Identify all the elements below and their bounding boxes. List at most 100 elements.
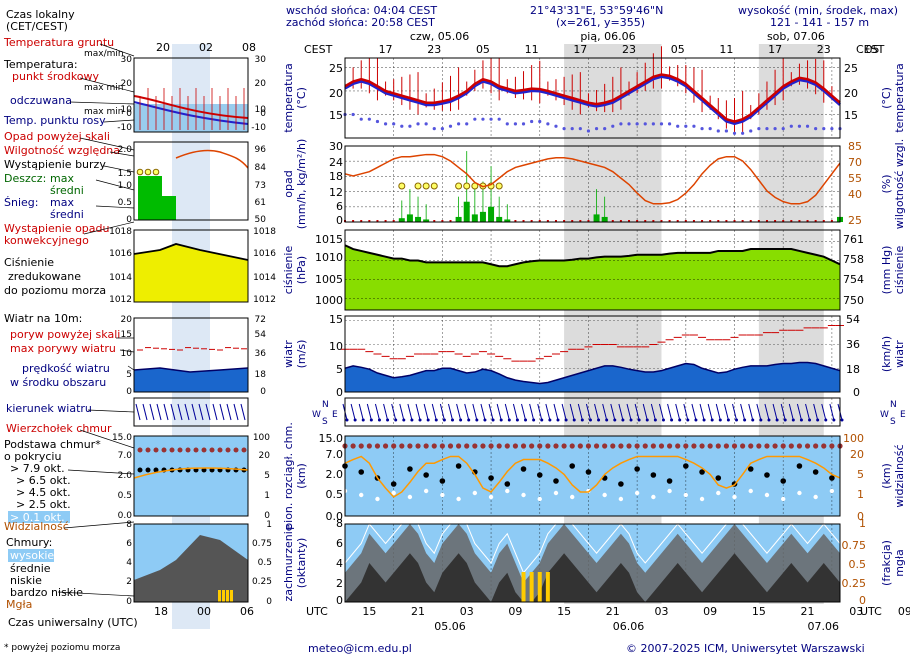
cloud-top-dot bbox=[512, 443, 519, 449]
hour-top-label: 05 bbox=[671, 43, 685, 56]
wind-arrow-head bbox=[548, 418, 552, 422]
left-hour-bottom: 00 bbox=[197, 605, 211, 618]
humidity-tick: 25 bbox=[848, 214, 862, 227]
storm-mark bbox=[495, 182, 503, 190]
dew-point-dot bbox=[408, 124, 412, 128]
cloud-top-dot bbox=[658, 443, 665, 449]
left-temp-tick-r: 20 bbox=[255, 79, 267, 89]
cloud-axis-title: pion. rozciągł. chm. bbox=[282, 422, 295, 530]
visibility-line bbox=[344, 455, 841, 498]
legend-pointer bbox=[69, 101, 135, 105]
wind-arrow-head bbox=[491, 418, 495, 422]
left-hour-top: 20 bbox=[156, 41, 170, 54]
legend-temp-maxmin: max min bbox=[84, 83, 123, 93]
cloud-top-dot bbox=[415, 443, 421, 449]
wind-arrow-head bbox=[824, 418, 828, 422]
precip-tick: 0 bbox=[336, 214, 343, 227]
wind-arrow-head bbox=[580, 418, 584, 422]
precip-zero-mark bbox=[644, 220, 647, 222]
left-wind-arrow bbox=[149, 403, 155, 421]
wind-arrow bbox=[383, 403, 389, 421]
precip-zero-mark bbox=[749, 220, 752, 222]
temp-tick: 15 bbox=[329, 109, 343, 122]
felt-temp-line bbox=[344, 74, 841, 126]
cloud-top-dot bbox=[634, 443, 640, 449]
legend-dew: Temp. punktu rosy bbox=[3, 114, 106, 127]
cloud-top-dot bbox=[707, 443, 713, 449]
fog-tick: 1 bbox=[859, 517, 866, 530]
dew-point-dot bbox=[676, 124, 680, 128]
legend-pointer bbox=[79, 77, 135, 93]
cloud-base-dot bbox=[764, 472, 770, 478]
dew-point-dot bbox=[603, 126, 607, 131]
left-fog-tick: 0 bbox=[266, 597, 272, 607]
left-wind-arrow bbox=[135, 403, 141, 421]
cloud-top-dot bbox=[796, 443, 803, 449]
wind-arrow-head bbox=[540, 418, 544, 422]
cest-label-left: CEST bbox=[304, 43, 333, 56]
legend-pointer bbox=[63, 521, 135, 529]
hour-top-label: 23 bbox=[427, 43, 441, 56]
left-fog-bar bbox=[230, 590, 233, 602]
wind-arrow-head bbox=[499, 418, 503, 422]
cloud-base-low-dot bbox=[683, 492, 689, 498]
footer-copyright: © 2007-2025 ICM, Uniwersytet Warszawski bbox=[626, 642, 865, 655]
legend-okt-01: > 0.1 okt. bbox=[10, 511, 65, 524]
cloud-top-dot bbox=[374, 443, 381, 449]
legend-precip-occ2: konwekcyjnego bbox=[4, 234, 89, 247]
day-bottom-label: 06.06 bbox=[613, 620, 645, 633]
cloud-base-low-dot bbox=[618, 496, 624, 502]
left-panel-frame-temp bbox=[133, 57, 249, 133]
left-rain-bar bbox=[138, 176, 162, 220]
cloud-base-low-dot bbox=[537, 496, 542, 502]
dew-point-dot bbox=[611, 124, 615, 128]
dew-point-dot bbox=[659, 122, 664, 126]
wind-arrow bbox=[488, 403, 494, 421]
cloud-base-low-dot bbox=[602, 492, 607, 498]
cloud-top-dot bbox=[423, 443, 429, 449]
left-wind-tick: 15 bbox=[121, 330, 132, 340]
cloud-base-low-dot bbox=[813, 494, 818, 500]
legend-snow-max: max bbox=[50, 196, 74, 209]
wind-arrow bbox=[740, 403, 746, 421]
precip-zero-mark bbox=[441, 220, 444, 222]
cloud-base-low-dot bbox=[764, 492, 770, 498]
cloud-top-dot bbox=[650, 443, 656, 449]
compass-right-W: W bbox=[880, 410, 889, 420]
storm-mark bbox=[430, 182, 438, 190]
sunrise-text: wschód słońca: 04:04 CEST bbox=[286, 4, 437, 17]
temp-axis-unit-right: (°C) bbox=[880, 87, 893, 109]
wind-arrow-head bbox=[678, 418, 682, 422]
footnote: * powyżej poziomu morza bbox=[4, 643, 120, 653]
cloud-base-dot bbox=[666, 478, 673, 484]
legend-fog: Mgła bbox=[6, 598, 32, 611]
wind-arrow-head bbox=[832, 418, 836, 422]
cloud-base-dot bbox=[553, 478, 559, 484]
left-cover-tick: 6 bbox=[126, 539, 132, 549]
left-wind-arrow bbox=[198, 403, 204, 421]
legend-cl-mid: średnie bbox=[10, 562, 51, 575]
wind-arrow bbox=[399, 403, 405, 421]
left-precip-tick: 2.0 bbox=[118, 145, 133, 155]
wind-arrow bbox=[699, 403, 705, 421]
dew-point-dot bbox=[562, 126, 566, 131]
left-fog-bar bbox=[222, 590, 225, 602]
cest-label-right: CEST bbox=[856, 43, 885, 56]
cloud-top-dot bbox=[642, 443, 648, 449]
precip-tick: 18 bbox=[329, 170, 343, 183]
dew-point-dot bbox=[448, 124, 453, 128]
left-cloud-top-dot bbox=[185, 447, 191, 453]
left-temp-tick-r: 30 bbox=[255, 55, 267, 65]
left-temp-line bbox=[133, 95, 249, 119]
left-cover-area bbox=[134, 535, 248, 602]
cloud-base-low-dot bbox=[472, 490, 478, 496]
humidity-tick: 40 bbox=[848, 188, 862, 201]
temp-tick-right: 20 bbox=[844, 87, 858, 100]
precip-zero-mark bbox=[830, 220, 833, 222]
dew-point-dot bbox=[538, 119, 542, 124]
wind-arrow bbox=[521, 403, 527, 421]
left-temp-tick: -10 bbox=[117, 123, 132, 133]
dew-point-dot bbox=[708, 126, 712, 131]
cloud-top-dot bbox=[748, 443, 754, 449]
hour-bottom-label: 15 bbox=[752, 605, 766, 618]
